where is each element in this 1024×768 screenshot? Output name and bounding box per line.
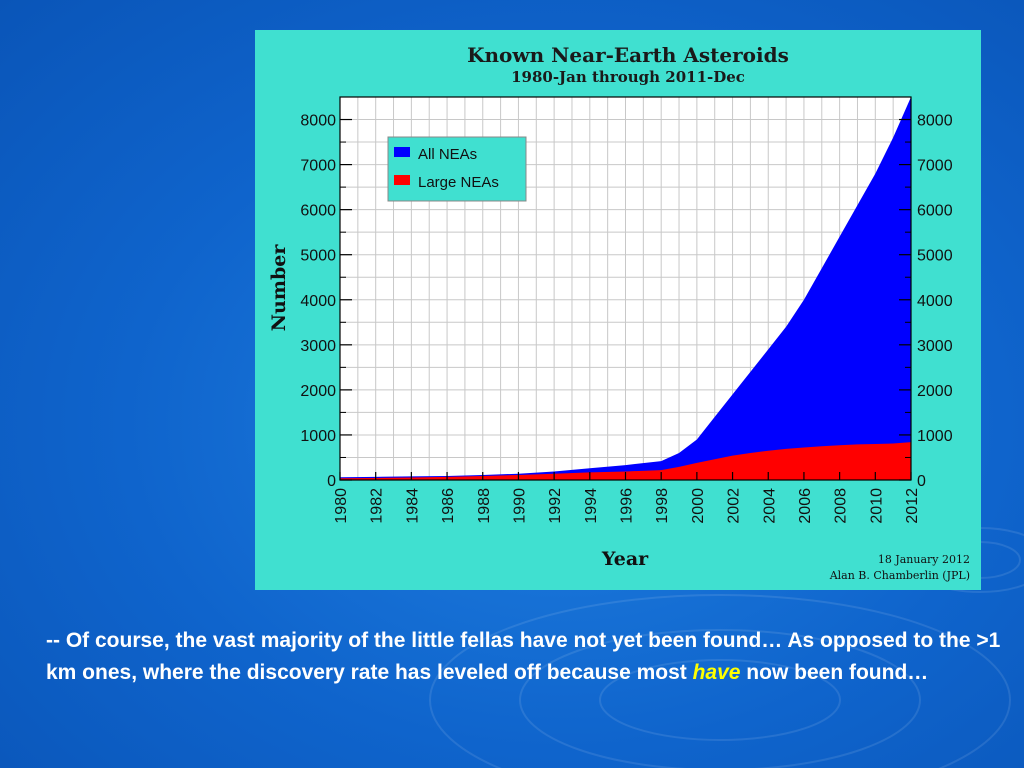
x-tick-label: 1994 — [583, 488, 600, 524]
x-tick-label: 2000 — [690, 488, 707, 524]
credit-date: 18 January 2012 — [878, 553, 970, 566]
x-tick-label: 1984 — [404, 488, 421, 524]
legend-label-large-neas: Large NEAs — [418, 174, 499, 191]
y-tick-label-right: 6000 — [917, 203, 953, 220]
y-tick-label-left: 1000 — [300, 428, 336, 445]
legend-box — [387, 136, 527, 202]
caption-text-1: -- Of course, the vast majority of the l… — [46, 629, 1001, 684]
y-axis-title: Number — [268, 244, 290, 332]
y-tick-label-right: 2000 — [917, 383, 953, 400]
chart-subtitle: 1980-Jan through 2011-Dec — [511, 68, 745, 86]
credit-author: Alan B. Chamberlin (JPL) — [829, 569, 970, 582]
chart-panel: Known Near-Earth Asteroids 1980-Jan thro… — [255, 30, 981, 590]
y-tick-label-left: 7000 — [300, 158, 336, 175]
x-tick-label: 1996 — [619, 488, 636, 524]
x-tick-label: 1986 — [440, 488, 457, 524]
y-tick-label-right: 1000 — [917, 428, 953, 445]
legend-label-all-neas: All NEAs — [418, 146, 477, 163]
y-tick-label-left: 5000 — [300, 248, 336, 265]
x-tick-label: 1998 — [654, 488, 671, 524]
y-tick-label-left: 4000 — [300, 293, 336, 310]
x-tick-label: 1992 — [547, 488, 564, 524]
y-tick-label-right: 3000 — [917, 338, 953, 355]
y-tick-label-right: 8000 — [917, 113, 953, 130]
legend-swatch-large-neas — [394, 175, 410, 185]
caption-highlight: have — [692, 661, 741, 684]
legend: All NEAs Large NEAs — [387, 136, 527, 202]
axis-ticks: 0 0 1000 1000 2000 2000 3000 3000 4000 4000 5000 50… — [300, 113, 952, 524]
y-tick-label-right: 0 — [917, 473, 926, 490]
y-tick-label-left: 0 — [327, 473, 336, 490]
x-tick-label: 1990 — [511, 488, 528, 524]
series-all-neas-area — [340, 97, 911, 480]
x-tick-label: 2008 — [833, 488, 850, 524]
y-tick-label-left: 8000 — [300, 113, 336, 130]
x-tick-label: 2010 — [868, 488, 885, 524]
legend-swatch-all-neas — [394, 147, 410, 157]
series-large-neas-area — [340, 442, 911, 480]
x-tick-label: 2006 — [797, 488, 814, 524]
y-tick-label-left: 6000 — [300, 203, 336, 220]
y-tick-label-right: 5000 — [917, 248, 953, 265]
x-tick-label: 2012 — [904, 488, 921, 524]
slide-caption: -- Of course, the vast majority of the l… — [46, 625, 1006, 689]
x-tick-label: 1980 — [333, 488, 350, 524]
x-tick-label: 2004 — [761, 488, 778, 524]
asteroid-chart: Known Near-Earth Asteroids 1980-Jan thro… — [268, 43, 970, 582]
chart-title: Known Near-Earth Asteroids — [467, 43, 789, 67]
y-tick-label-right: 7000 — [917, 158, 953, 175]
y-tick-label-left: 3000 — [300, 338, 336, 355]
x-tick-label: 1988 — [476, 488, 493, 524]
x-axis-title: Year — [601, 548, 649, 570]
x-tick-label: 1982 — [369, 488, 386, 524]
y-tick-label-left: 2000 — [300, 383, 336, 400]
x-tick-label: 2002 — [726, 488, 743, 524]
caption-text-2: now been found… — [740, 661, 929, 684]
y-tick-label-right: 4000 — [917, 293, 953, 310]
